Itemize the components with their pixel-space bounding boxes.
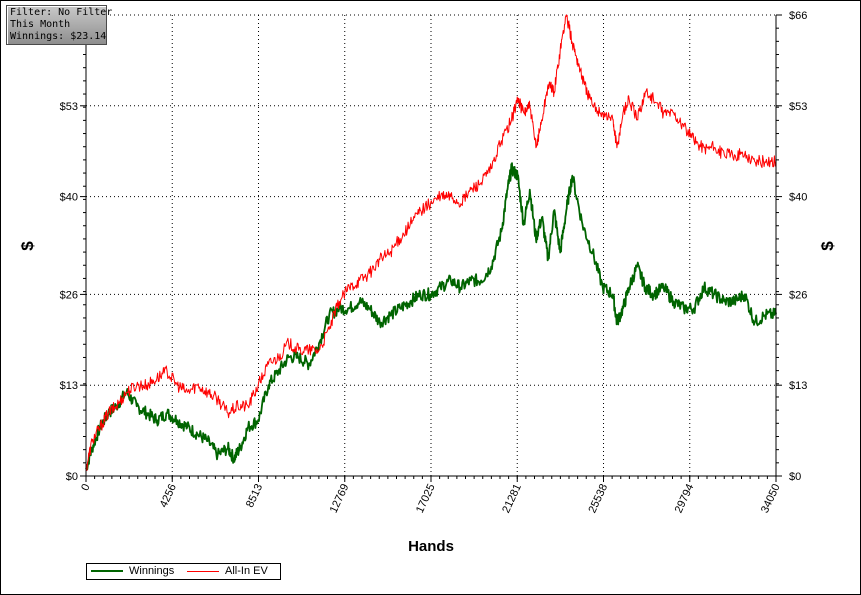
series-lines (85, 14, 777, 471)
y-tick-label-left-2: $26 (60, 289, 78, 301)
y-tick-label-right-2: $26 (789, 289, 807, 301)
x-tick-label-3: 12769 (328, 482, 352, 515)
x-tick-label-7: 29794 (673, 482, 697, 515)
x-tick-label-8: 34050 (759, 482, 783, 515)
x-tick-label-1: 4256 (158, 482, 179, 509)
y-axis-title-right: $ (818, 241, 837, 251)
period-line: This Month (10, 19, 71, 30)
legend-swatch-winnings (91, 570, 123, 572)
y-tick-label-right-3: $40 (789, 192, 807, 204)
y-tick-label-left-4: $53 (60, 101, 78, 113)
x-tick-label-4: 17025 (414, 482, 438, 515)
y-tick-label-right-1: $13 (789, 380, 807, 392)
filter-info-box: Filter: No Filter This Month Winnings: $… (6, 5, 113, 45)
y-axis-title-left: $ (18, 241, 37, 251)
legend-label-allin-ev: All-In EV (225, 565, 268, 577)
x-axis-title: Hands (408, 538, 454, 555)
filter-line: Filter: No Filter (10, 7, 113, 18)
grid-lines (86, 14, 776, 476)
x-tick-label-6: 25538 (586, 482, 610, 515)
legend-swatch-allin-ev (187, 570, 219, 572)
legend-item-winnings: Winnings (91, 565, 174, 577)
x-tick-label-2: 8513 (244, 482, 265, 509)
legend-label-winnings: Winnings (129, 565, 175, 577)
y-tick-label-right-5: $66 (789, 10, 807, 22)
legend: Winnings All-In EV (86, 563, 281, 580)
series-line-winnings (85, 162, 777, 471)
series-line-all-in-ev (85, 14, 777, 471)
y-tick-label-left-0: $0 (66, 471, 78, 483)
legend-item-allin-ev: All-In EV (187, 565, 268, 577)
y-tick-label-left-1: $13 (60, 380, 78, 392)
winnings-line: Winnings: $23.14 (10, 31, 107, 42)
x-tick-label-5: 21281 (500, 482, 524, 515)
y-tick-label-right-0: $0 (789, 471, 801, 483)
y-tick-label-left-3: $40 (60, 192, 78, 204)
axes (80, 14, 782, 482)
x-tick-label-0: 0 (79, 482, 92, 493)
y-tick-label-right-4: $53 (789, 101, 807, 113)
